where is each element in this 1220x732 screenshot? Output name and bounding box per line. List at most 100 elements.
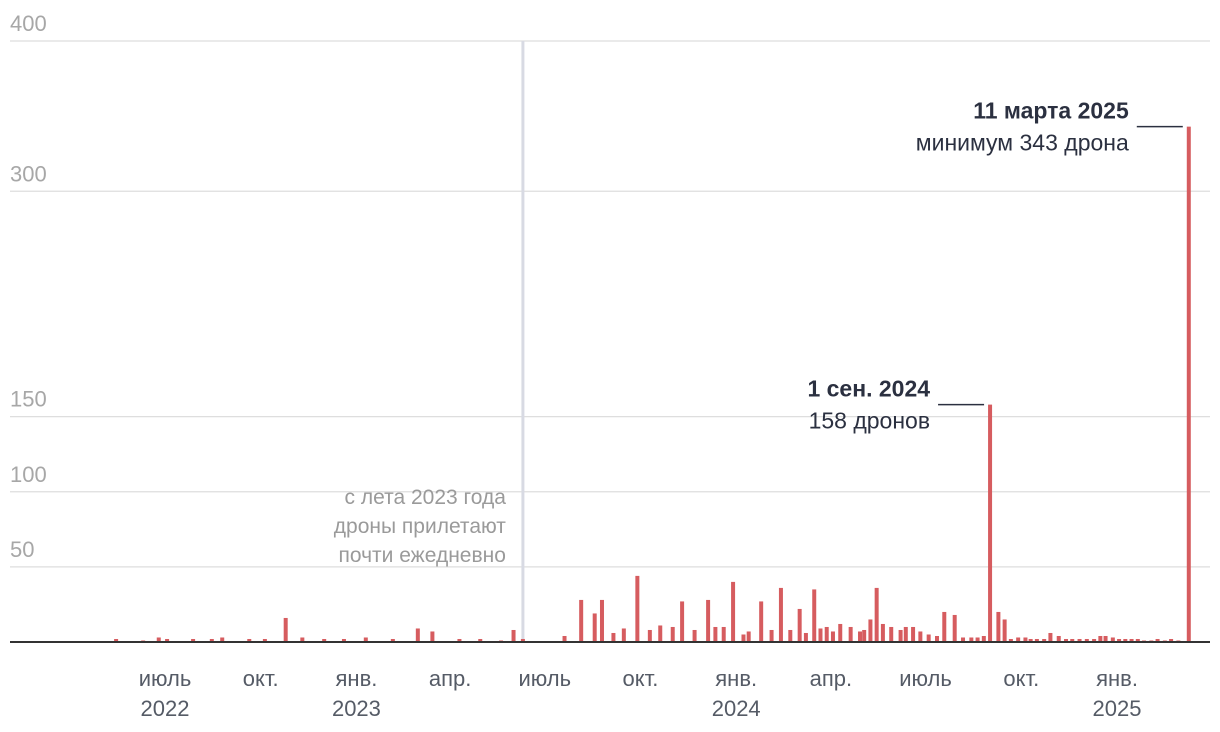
x-tick-label: июль <box>899 666 952 691</box>
bar <box>283 617 288 642</box>
bar <box>220 637 225 642</box>
bar <box>156 637 161 642</box>
bar <box>1023 637 1028 642</box>
marker-note-line: почти ежедневно <box>339 544 506 567</box>
bar <box>868 619 873 642</box>
bar <box>769 629 774 642</box>
bar <box>1028 638 1033 642</box>
bar <box>209 638 214 642</box>
bar <box>1042 638 1047 642</box>
bar <box>390 638 395 642</box>
bar <box>511 629 516 642</box>
bar <box>341 638 346 642</box>
bar <box>731 581 736 642</box>
x-tick-year: 2024 <box>712 696 761 721</box>
bar <box>746 631 751 642</box>
bar <box>918 631 923 642</box>
bar <box>818 628 823 642</box>
bar <box>191 638 196 642</box>
bar <box>880 623 885 642</box>
x-tick-year: 2025 <box>1093 696 1142 721</box>
bar <box>911 626 916 642</box>
bar <box>621 628 626 642</box>
bar <box>713 626 718 642</box>
bar <box>788 629 793 642</box>
x-tick-label: янв. <box>1096 666 1138 691</box>
x-tick-label: июль <box>518 666 571 691</box>
y-tick-label: 300 <box>10 161 47 186</box>
marker-note-line: дроны прилетают <box>334 515 507 538</box>
bar <box>721 626 726 642</box>
bar <box>1110 637 1115 642</box>
bar <box>562 635 567 642</box>
bar <box>706 599 711 642</box>
bar <box>692 629 697 642</box>
peak-annotations: 11 марта 2025 минимум 343 дрона 1 сен. 202… <box>807 98 1183 434</box>
bar <box>1034 638 1039 642</box>
x-tick-year: 2023 <box>332 696 381 721</box>
y-tick-label: 100 <box>10 462 47 487</box>
bar <box>759 601 764 642</box>
bar <box>611 632 616 642</box>
bar <box>592 613 597 642</box>
annotation-title: 11 марта 2025 <box>973 98 1129 124</box>
bar <box>961 637 966 642</box>
bar <box>1129 638 1134 642</box>
bar <box>635 575 640 642</box>
bar <box>579 599 584 642</box>
bar <box>658 625 663 642</box>
bar <box>478 638 483 642</box>
bar <box>996 611 1001 642</box>
bar <box>262 638 267 642</box>
marker-note-line: с лета 2023 года <box>345 486 507 509</box>
bar <box>862 629 867 642</box>
bar <box>300 637 305 642</box>
annotation-title: 1 сен. 2024 <box>807 376 930 402</box>
bar <box>599 599 604 642</box>
bar <box>969 637 974 642</box>
x-tick-label: июль <box>139 666 192 691</box>
bar <box>824 626 829 642</box>
bar <box>647 629 652 642</box>
bar <box>114 638 119 642</box>
y-tick-label: 50 <box>10 537 34 562</box>
bar <box>926 634 931 642</box>
x-tick-year: 2022 <box>141 696 190 721</box>
bar <box>322 638 327 642</box>
bar <box>670 626 675 642</box>
bar <box>457 638 462 642</box>
bar <box>889 626 894 642</box>
marker-note: с лета 2023 года дроны прилетают почти еже… <box>334 486 507 567</box>
bar <box>1016 637 1021 642</box>
bar <box>1008 638 1013 642</box>
bar <box>247 638 252 642</box>
bar <box>1135 638 1140 642</box>
bar <box>1092 638 1097 642</box>
bar <box>1103 635 1108 642</box>
bar <box>165 638 170 642</box>
bar <box>1169 638 1174 642</box>
annotation-subtitle: минимум 343 дрона <box>916 130 1129 156</box>
x-tick-label: окт. <box>623 666 659 691</box>
bar <box>1002 619 1007 642</box>
bar <box>1077 638 1082 642</box>
annotation-subtitle: 158 дронов <box>809 408 930 434</box>
bar <box>741 634 746 642</box>
bar <box>935 635 940 642</box>
daily-drone-bars <box>114 126 1191 642</box>
bar <box>848 626 853 642</box>
bar <box>415 628 420 642</box>
bar <box>797 608 802 642</box>
bar <box>898 629 903 642</box>
x-tick-label: апр. <box>810 666 853 691</box>
bar <box>1155 638 1160 642</box>
x-tick-label: апр. <box>429 666 472 691</box>
bar <box>778 587 783 642</box>
y-tick-label: 400 <box>10 11 47 36</box>
bar <box>981 635 986 642</box>
bar <box>1084 638 1089 642</box>
bar <box>874 587 879 642</box>
bar <box>838 623 843 642</box>
bar <box>988 404 993 642</box>
